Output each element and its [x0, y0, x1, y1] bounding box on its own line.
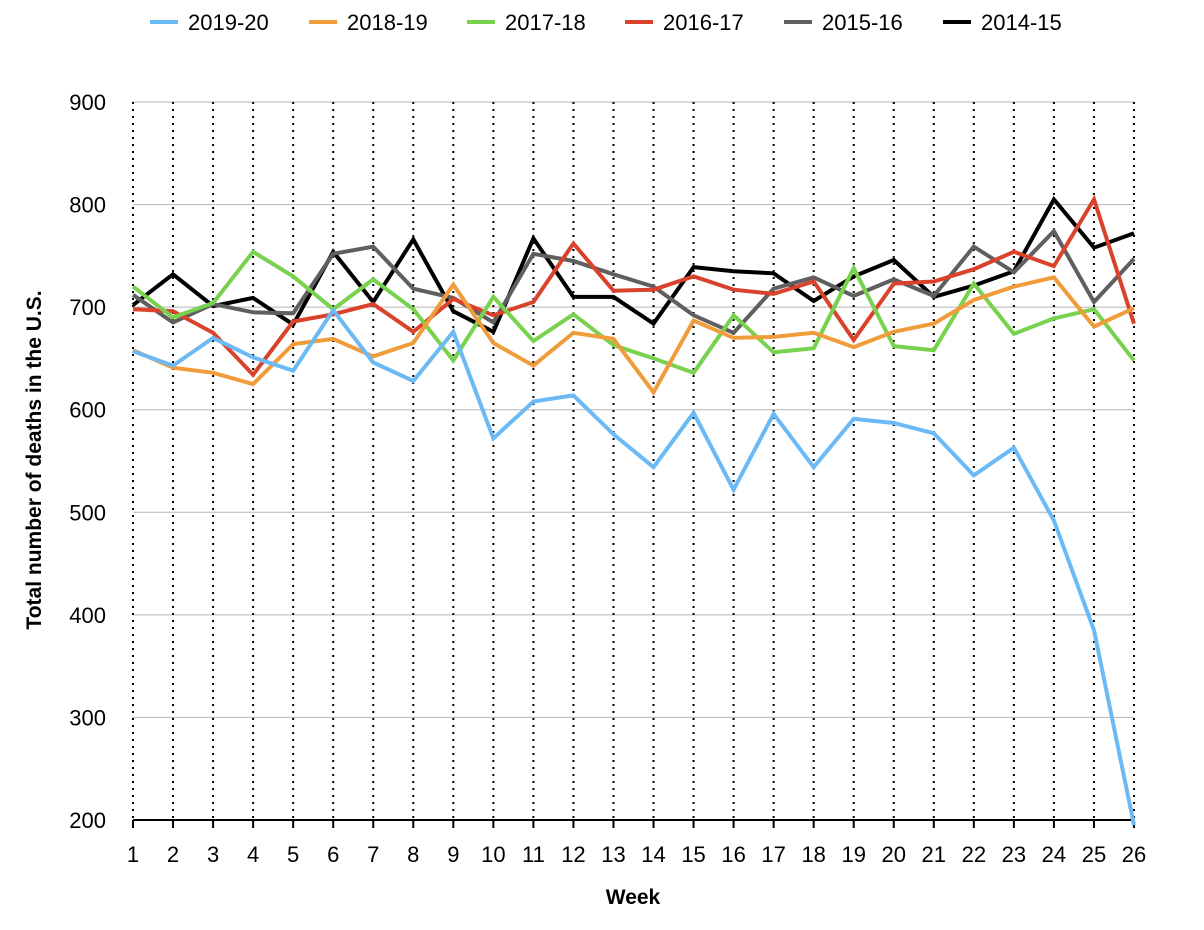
x-tick-label: 22 — [962, 842, 986, 867]
series-lines — [131, 194, 1136, 826]
y-tick-label: 300 — [69, 705, 106, 730]
x-tick-label: 10 — [481, 842, 505, 867]
legend-label: 2016-17 — [663, 10, 744, 35]
legend-label: 2018-19 — [347, 10, 428, 35]
x-tick-label: 16 — [721, 842, 745, 867]
series-line-2015-16 — [131, 227, 1136, 336]
x-tick-label: 14 — [641, 842, 665, 867]
y-tick-label: 500 — [69, 500, 106, 525]
legend-label: 2017-18 — [505, 10, 586, 35]
x-tick-label: 13 — [601, 842, 625, 867]
y-axis-title: Total number of deaths in the U.S. — [23, 290, 46, 629]
x-tick-label: 24 — [1042, 842, 1066, 867]
x-tick-label: 9 — [447, 842, 459, 867]
axes — [132, 819, 1135, 828]
x-tick-label: 5 — [287, 842, 299, 867]
legend: 2019-20 2018-19 2017-18 2016-17 2015-16 2014-… — [150, 10, 1062, 35]
x-tick-labels: 1 2 3 4 5 6 7 8 9 10 11 12 13 14 15 16 17 18 19 20 21 22 23 24 2… — [127, 842, 1146, 867]
x-tick-label: 26 — [1122, 842, 1146, 867]
x-axis-title: Week — [606, 886, 661, 909]
legend-label: 2015-16 — [822, 10, 903, 35]
x-tick-label: 11 — [522, 842, 545, 867]
legend-label: 2019-20 — [188, 10, 269, 35]
y-tick-label: 800 — [69, 193, 106, 218]
x-tick-label: 15 — [681, 842, 705, 867]
y-tick-label: 700 — [69, 295, 106, 320]
y-tick-label: 400 — [69, 603, 106, 628]
vertical-gridlines — [132, 102, 1135, 820]
x-tick-label: 7 — [367, 842, 379, 867]
x-tick-label: 18 — [801, 842, 825, 867]
x-tick-label: 6 — [327, 842, 339, 867]
x-tick-label: 3 — [207, 842, 219, 867]
series-line-2018-19 — [132, 275, 1135, 396]
x-tick-label: 21 — [922, 842, 946, 867]
y-tick-label: 200 — [69, 808, 106, 833]
horizontal-gridlines — [133, 101, 1134, 718]
x-tick-label: 17 — [761, 842, 785, 867]
x-tick-label: 1 — [127, 842, 139, 867]
series-line-2017-18 — [131, 249, 1136, 376]
series-line-2014-15 — [131, 195, 1135, 335]
y-tick-label: 600 — [69, 398, 106, 423]
x-tick-label: 23 — [1002, 842, 1026, 867]
y-tick-labels: 200 300 400 500 600 700 800 900 — [69, 90, 106, 833]
x-tick-label: 8 — [407, 842, 419, 867]
series-line-2016-17 — [132, 194, 1136, 378]
x-tick-label: 20 — [882, 842, 906, 867]
x-tick-label: 19 — [841, 842, 865, 867]
series-line-2019-20 — [132, 306, 1136, 826]
x-tick-label: 4 — [247, 842, 259, 867]
legend-label: 2014-15 — [981, 10, 1062, 35]
x-tick-label: 25 — [1082, 842, 1106, 867]
x-tick-label: 12 — [561, 842, 585, 867]
x-tick-label: 2 — [167, 842, 179, 867]
y-tick-label: 900 — [69, 90, 106, 115]
